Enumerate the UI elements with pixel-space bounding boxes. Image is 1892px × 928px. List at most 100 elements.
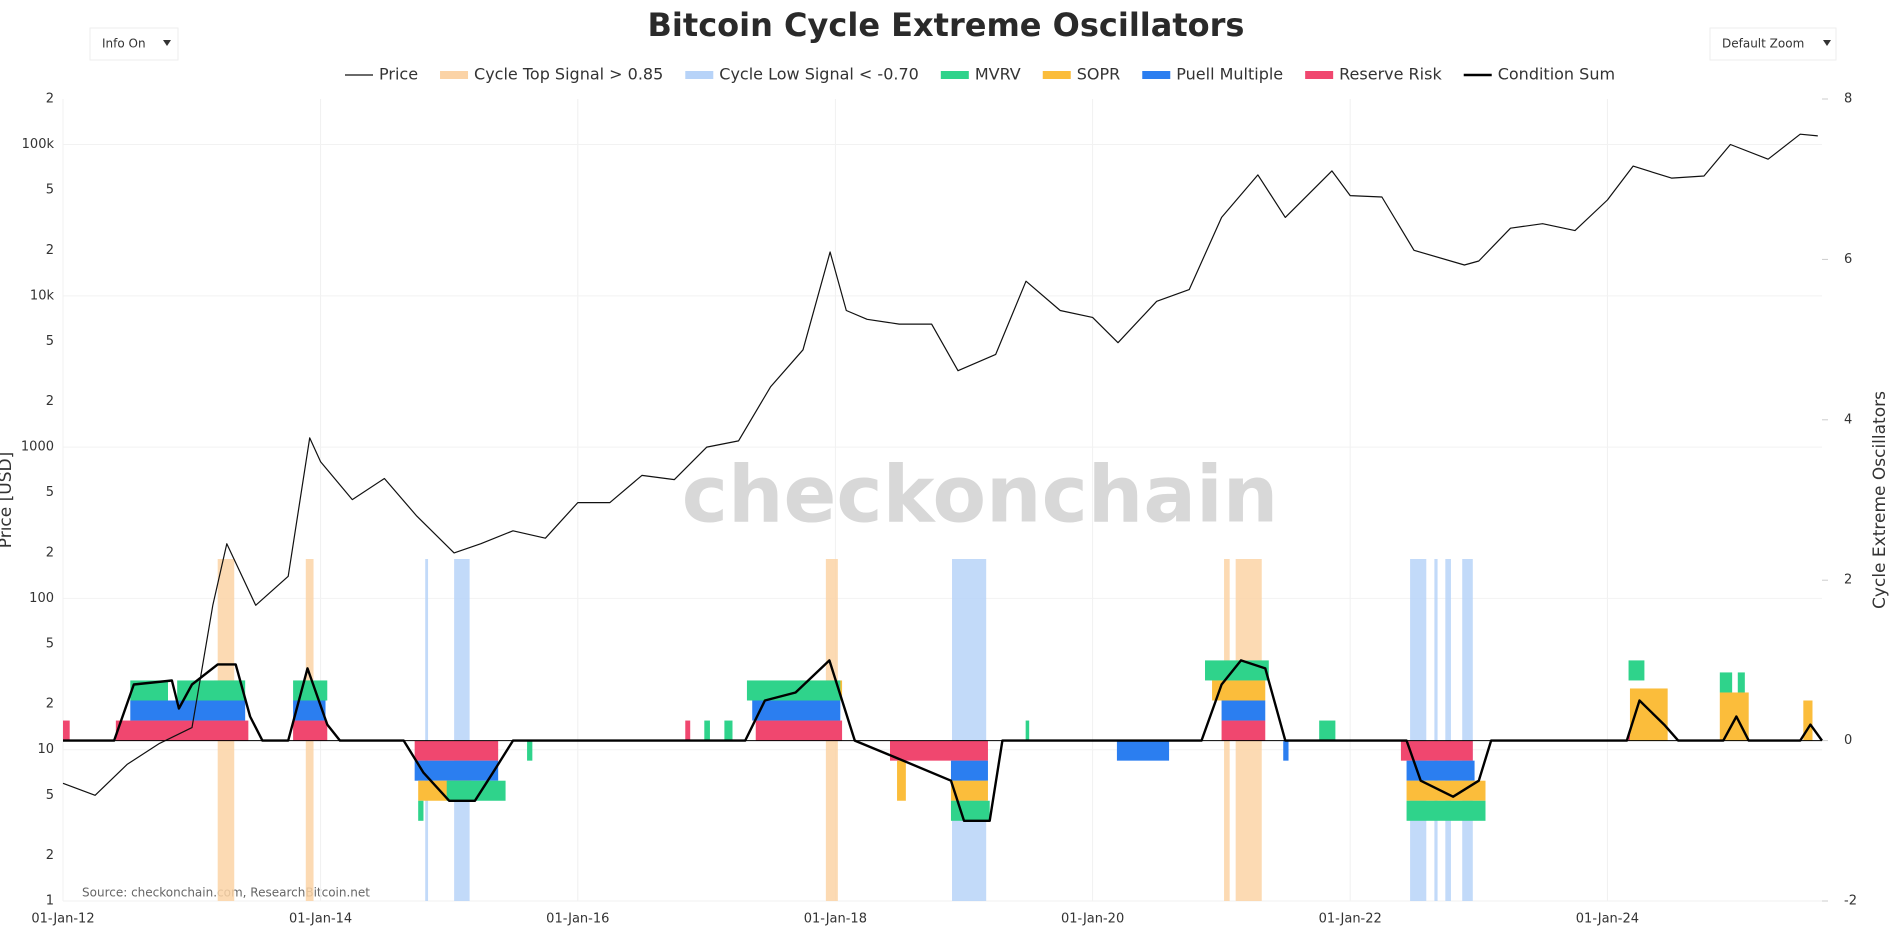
- y-tick-label: 5: [46, 183, 54, 198]
- x-tick-label: 01-Jan-24: [1576, 912, 1639, 927]
- y-tick-label: 1: [46, 894, 54, 909]
- oscillator-block: [724, 720, 733, 741]
- y-tick-label: 100: [29, 591, 54, 606]
- signal-band: [1462, 559, 1473, 901]
- oscillator-block: [293, 680, 328, 701]
- signal-band: [1445, 559, 1451, 901]
- dropdown-arrow: [163, 40, 171, 46]
- y-tick-label: 10k: [30, 288, 55, 303]
- y-tick-label: 5: [46, 485, 54, 500]
- legend-label: Cycle Low Signal < -0.70: [719, 65, 919, 84]
- y2-tick-label: -2: [1844, 894, 1857, 909]
- oscillator-block: [1737, 672, 1745, 693]
- y-tick-label: 2: [46, 545, 54, 560]
- oscillator-block: [1221, 720, 1266, 741]
- legend-label: MVRV: [975, 65, 1021, 84]
- oscillator-block: [897, 760, 906, 801]
- signal-band: [952, 559, 987, 901]
- oscillator-block: [1400, 740, 1473, 761]
- dropdown-box[interactable]: [1709, 27, 1837, 61]
- y-axis-label: Price [USD]: [0, 452, 16, 548]
- y2-tick-label: 4: [1844, 412, 1852, 427]
- oscillator-block: [130, 680, 169, 701]
- x-tick-label: 01-Jan-16: [546, 912, 609, 927]
- oscillator-block: [63, 720, 70, 741]
- legend-label: Price: [379, 65, 418, 84]
- oscillator-block: [177, 680, 246, 701]
- oscillator-block: [1719, 672, 1733, 693]
- y-tick-label: 2: [46, 394, 54, 409]
- oscillator-block: [685, 720, 691, 741]
- grid: [62, 99, 1822, 902]
- oscillator-block: [446, 780, 506, 801]
- info-dropdown[interactable]: Info On: [89, 27, 179, 61]
- oscillator-block: [1406, 760, 1475, 781]
- oscillator-block: [1025, 720, 1030, 741]
- x-tick-label: 01-Jan-20: [1061, 912, 1124, 927]
- oscillator-block: [1221, 700, 1266, 721]
- dropdown-label[interactable]: Info On: [102, 37, 146, 51]
- y-tick-label: 10: [37, 742, 54, 757]
- oscillator-block: [130, 700, 246, 721]
- zoom-dropdown[interactable]: Default Zoom: [1709, 27, 1837, 61]
- x-tick-label: 01-Jan-14: [289, 912, 352, 927]
- oscillator-block: [1212, 680, 1266, 701]
- y2-tick-label: 0: [1844, 733, 1852, 748]
- oscillator-block: [889, 740, 988, 761]
- oscillator-block: [755, 720, 843, 741]
- oscillator-block: [1406, 780, 1486, 801]
- oscillator-block: [293, 720, 328, 741]
- oscillator-block: [704, 720, 710, 741]
- oscillator-block: [950, 800, 990, 821]
- y-tick-label: 1000: [21, 440, 54, 455]
- oscillator-block: [1116, 740, 1170, 761]
- signal-band: [1434, 559, 1438, 901]
- y2-tick-label: 2: [1844, 573, 1852, 588]
- oscillator-block: [950, 760, 988, 781]
- oscillator-block: [1406, 800, 1486, 821]
- chart-title: Bitcoin Cycle Extreme Oscillators: [648, 6, 1245, 44]
- y-tick-label: 5: [46, 636, 54, 651]
- legend-label: SOPR: [1077, 65, 1121, 84]
- oscillator-block: [418, 800, 424, 821]
- dropdown-label[interactable]: Default Zoom: [1722, 37, 1804, 51]
- legend-label: Cycle Top Signal > 0.85: [474, 65, 663, 84]
- dropdown-arrow: [1823, 40, 1831, 46]
- oscillator-block: [1628, 660, 1645, 681]
- oscillator-block: [414, 740, 499, 761]
- oscillator-block: [1283, 740, 1289, 761]
- y-tick-label: 100k: [22, 137, 55, 152]
- signal-band: [425, 559, 429, 901]
- x-tick-label: 01-Jan-18: [804, 912, 867, 927]
- x-tick-label: 01-Jan-12: [31, 912, 94, 927]
- y-tick-label: 5: [46, 788, 54, 803]
- oscillator-block: [950, 780, 988, 801]
- y-tick-label: 2: [46, 92, 54, 107]
- legend-label: Condition Sum: [1498, 65, 1615, 84]
- oscillator-block: [1205, 660, 1269, 681]
- y-tick-label: 5: [46, 334, 54, 349]
- legend: Price Cycle Top Signal > 0.85 Cycle Low Si…: [345, 65, 1615, 84]
- dropdown-box[interactable]: [89, 27, 179, 61]
- price-line: [62, 133, 1818, 796]
- y-tick-label: 2: [46, 697, 54, 712]
- legend-label: Reserve Risk: [1339, 65, 1442, 84]
- oscillator-block: [527, 740, 533, 761]
- oscillator-block: [414, 760, 499, 781]
- oscillator-block: [752, 700, 841, 721]
- watermark: checkonchain: [682, 450, 1278, 540]
- y2-tick-label: 8: [1844, 92, 1852, 107]
- oscillator-block: [115, 720, 249, 741]
- y2-tick-label: 6: [1844, 252, 1852, 267]
- oscillator-block: [1319, 720, 1336, 741]
- signal-band: [454, 559, 470, 901]
- y-tick-label: 2: [46, 243, 54, 258]
- condition-sum-line: [63, 659, 1823, 822]
- oscillator-block: [293, 700, 326, 721]
- legend-label: Puell Multiple: [1176, 65, 1283, 84]
- signal-band: [1410, 559, 1427, 901]
- x-tick-label: 01-Jan-22: [1319, 912, 1382, 927]
- oscillator-block: [746, 680, 841, 701]
